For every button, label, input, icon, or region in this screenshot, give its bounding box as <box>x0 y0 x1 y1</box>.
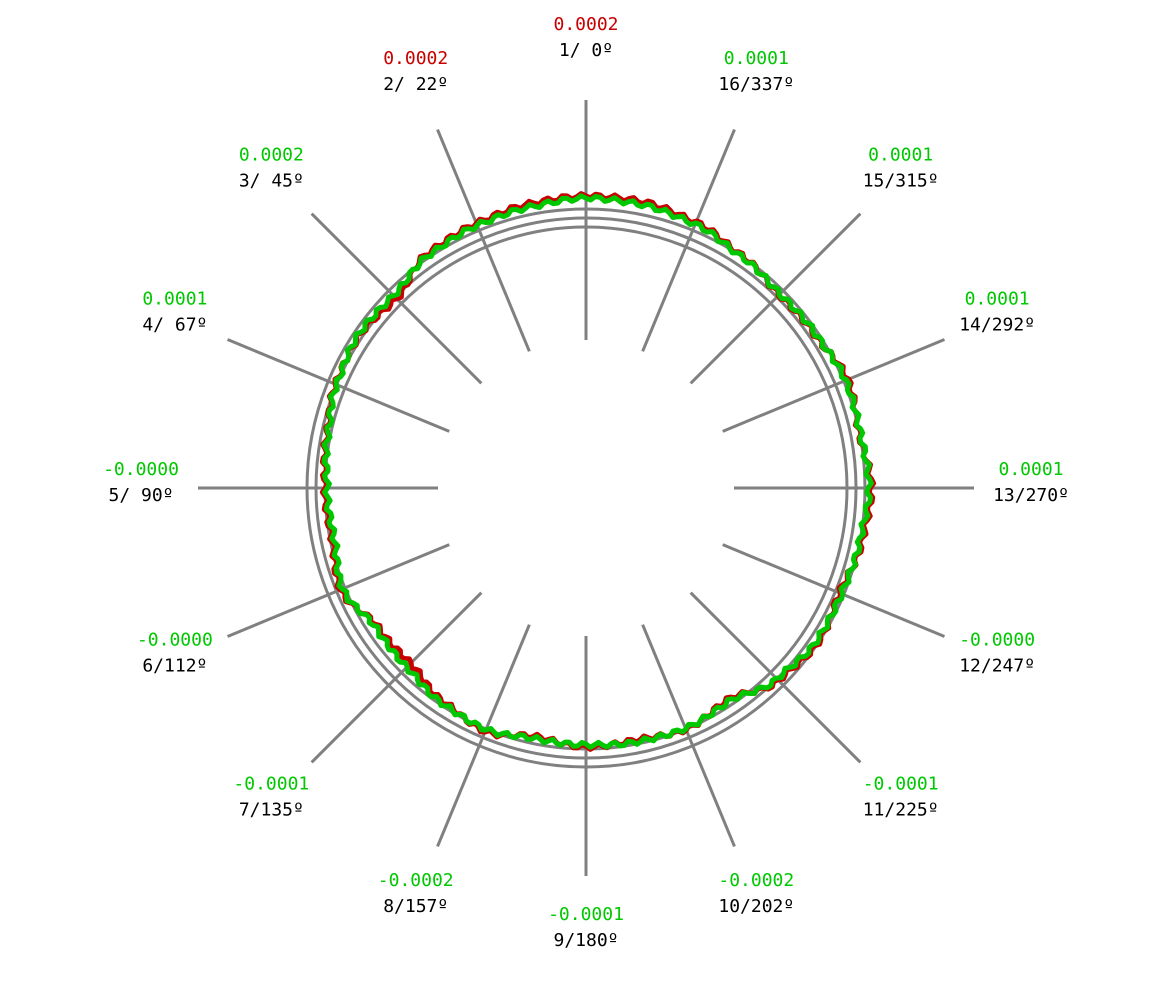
angle-label-group: -0.0000 5/ 90º <box>103 459 179 506</box>
deviation-value-label: 0.0002 <box>239 144 304 165</box>
spoke-line <box>436 128 531 352</box>
angle-position-label: 1/ 0º <box>559 40 613 61</box>
deviation-value-label: -0.0001 <box>548 904 624 925</box>
deviation-value-label: 0.0001 <box>998 459 1063 480</box>
deviation-value-label: 0.0001 <box>724 48 789 69</box>
deviation-value-label: -0.0001 <box>233 774 309 795</box>
angle-position-label: 7/135º <box>239 800 304 821</box>
deviation-value-label: -0.0000 <box>103 459 179 480</box>
spoke-line <box>310 591 483 764</box>
angle-label-group: 0.0001 14/292º <box>959 289 1035 336</box>
angle-position-label: 15/315º <box>863 170 939 191</box>
angle-position-label: 3/ 45º <box>239 170 304 191</box>
angle-label-group: 0.0001 4/ 67º <box>142 289 207 336</box>
angle-label-group: 0.0002 2/ 22º <box>383 48 448 95</box>
deviation-value-label: -0.0000 <box>137 629 213 650</box>
angle-label-group: 0.0001 15/315º <box>863 144 939 191</box>
angle-position-label: 12/247º <box>959 655 1035 676</box>
deviation-value-label: 0.0002 <box>553 14 618 35</box>
angle-label-group: 0.0002 3/ 45º <box>239 144 304 191</box>
deviation-value-label: 0.0001 <box>142 289 207 310</box>
angle-label-group: -0.0001 7/135º <box>233 774 309 821</box>
deviation-value-label: 0.0001 <box>965 289 1030 310</box>
deviation-value-label: 0.0002 <box>383 48 448 69</box>
angle-label-group: -0.0000 12/247º <box>959 629 1035 676</box>
angle-label-group: 0.0001 16/337º <box>718 48 794 95</box>
angle-position-label: 9/180º <box>553 930 618 951</box>
deviation-value-label: -0.0002 <box>718 870 794 891</box>
spoke-line <box>722 338 946 433</box>
angle-label-group: 0.0002 1/ 0º <box>553 14 618 61</box>
angle-position-label: 14/292º <box>959 315 1035 336</box>
angle-label-group: -0.0001 11/225º <box>863 774 939 821</box>
spoke-line <box>641 624 736 848</box>
deviation-series <box>319 191 877 752</box>
green-series-line <box>321 193 874 750</box>
angle-position-label: 2/ 22º <box>383 74 448 95</box>
deviation-value-label: -0.0002 <box>378 870 454 891</box>
deviation-value-label: 0.0001 <box>868 144 933 165</box>
angle-label-group: 0.0001 13/270º <box>993 459 1069 506</box>
deviation-value-label: -0.0001 <box>863 774 939 795</box>
angle-label-group: -0.0002 8/157º <box>378 870 454 917</box>
spoke-line <box>689 212 862 385</box>
angle-position-label: 11/225º <box>863 800 939 821</box>
spoke-line <box>722 543 946 638</box>
spoke-line <box>641 128 736 352</box>
angle-position-label: 13/270º <box>993 485 1069 506</box>
angle-spokes <box>198 100 974 876</box>
angle-label-group: -0.0001 9/180º <box>548 904 624 951</box>
deviation-value-label: -0.0000 <box>959 629 1035 650</box>
angle-position-label: 5/ 90º <box>108 485 173 506</box>
angle-position-label: 8/157º <box>383 896 448 917</box>
angle-position-label: 6/112º <box>142 655 207 676</box>
angle-position-label: 10/202º <box>718 896 794 917</box>
angle-position-label: 4/ 67º <box>142 315 207 336</box>
angle-label-group: -0.0002 10/202º <box>718 870 794 917</box>
angle-label-group: -0.0000 6/112º <box>137 629 213 676</box>
spoke-line <box>436 624 531 848</box>
angle-position-label: 16/337º <box>718 74 794 95</box>
